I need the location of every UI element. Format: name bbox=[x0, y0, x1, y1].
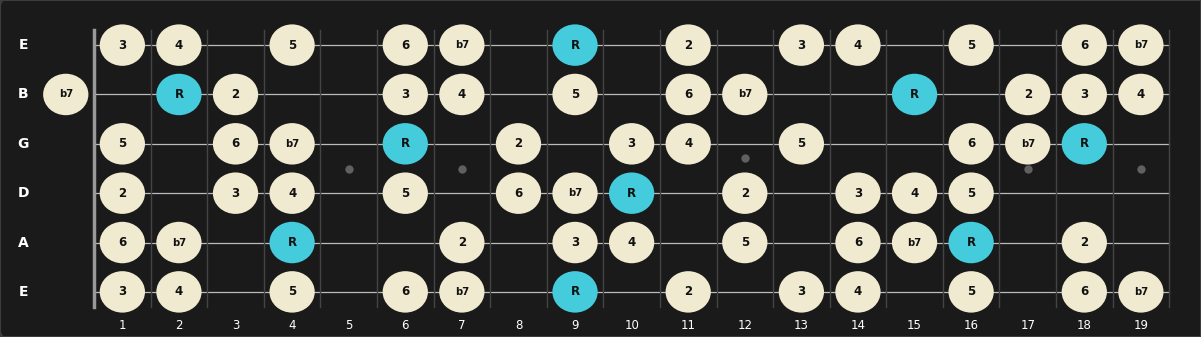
Text: 6: 6 bbox=[401, 319, 410, 332]
Text: 4: 4 bbox=[854, 39, 862, 52]
Ellipse shape bbox=[949, 222, 993, 263]
Text: 5: 5 bbox=[401, 187, 410, 200]
Ellipse shape bbox=[949, 123, 993, 164]
Text: 6: 6 bbox=[232, 137, 240, 150]
Text: 2: 2 bbox=[175, 319, 183, 332]
Text: b7: b7 bbox=[1134, 287, 1148, 297]
Text: b7: b7 bbox=[455, 40, 468, 50]
Text: b7: b7 bbox=[172, 238, 186, 248]
Ellipse shape bbox=[100, 173, 145, 214]
Text: B: B bbox=[18, 88, 29, 101]
Ellipse shape bbox=[665, 271, 711, 313]
Ellipse shape bbox=[383, 271, 428, 313]
Text: 6: 6 bbox=[401, 39, 410, 52]
Text: 2: 2 bbox=[685, 285, 692, 298]
Ellipse shape bbox=[609, 222, 655, 263]
Text: 5: 5 bbox=[570, 88, 579, 101]
Text: 5: 5 bbox=[967, 285, 975, 298]
Ellipse shape bbox=[665, 74, 711, 115]
Text: 2: 2 bbox=[458, 236, 466, 249]
Ellipse shape bbox=[665, 24, 711, 66]
Ellipse shape bbox=[836, 173, 880, 214]
Ellipse shape bbox=[440, 271, 484, 313]
Text: 2: 2 bbox=[685, 39, 692, 52]
Ellipse shape bbox=[213, 173, 258, 214]
Ellipse shape bbox=[156, 271, 202, 313]
Text: 6: 6 bbox=[685, 88, 692, 101]
Ellipse shape bbox=[722, 173, 767, 214]
Text: 5: 5 bbox=[797, 137, 806, 150]
Ellipse shape bbox=[1005, 123, 1051, 164]
Ellipse shape bbox=[269, 173, 315, 214]
Ellipse shape bbox=[778, 271, 824, 313]
Text: 2: 2 bbox=[514, 137, 522, 150]
Ellipse shape bbox=[552, 173, 598, 214]
Text: b7: b7 bbox=[908, 238, 921, 248]
Ellipse shape bbox=[100, 123, 145, 164]
Text: b7: b7 bbox=[455, 287, 468, 297]
Text: G: G bbox=[18, 137, 29, 151]
Text: R: R bbox=[570, 285, 580, 298]
Text: b7: b7 bbox=[285, 139, 299, 149]
Text: 3: 3 bbox=[118, 39, 126, 52]
Text: 14: 14 bbox=[850, 319, 866, 332]
Ellipse shape bbox=[609, 123, 655, 164]
Text: b7: b7 bbox=[568, 188, 582, 198]
Ellipse shape bbox=[43, 74, 89, 115]
Ellipse shape bbox=[552, 74, 598, 115]
Text: 3: 3 bbox=[570, 236, 579, 249]
Text: 3: 3 bbox=[797, 39, 806, 52]
Text: R: R bbox=[910, 88, 919, 101]
Text: b7: b7 bbox=[737, 89, 752, 99]
Text: 2: 2 bbox=[741, 187, 749, 200]
Text: 4: 4 bbox=[627, 236, 635, 249]
Text: R: R bbox=[627, 187, 637, 200]
Text: 4: 4 bbox=[175, 39, 183, 52]
Text: 2: 2 bbox=[118, 187, 126, 200]
Ellipse shape bbox=[156, 222, 202, 263]
Ellipse shape bbox=[836, 271, 880, 313]
Text: 7: 7 bbox=[458, 319, 466, 332]
Ellipse shape bbox=[949, 173, 993, 214]
Ellipse shape bbox=[269, 271, 315, 313]
Ellipse shape bbox=[269, 24, 315, 66]
Ellipse shape bbox=[1062, 222, 1107, 263]
Text: 19: 19 bbox=[1134, 319, 1148, 332]
Text: D: D bbox=[18, 186, 29, 200]
Text: E: E bbox=[18, 38, 28, 52]
Text: 2: 2 bbox=[1080, 236, 1088, 249]
Ellipse shape bbox=[552, 222, 598, 263]
Text: 10: 10 bbox=[625, 319, 639, 332]
Text: 3: 3 bbox=[1080, 88, 1088, 101]
Text: 12: 12 bbox=[737, 319, 752, 332]
Text: 13: 13 bbox=[794, 319, 808, 332]
Text: 2: 2 bbox=[232, 88, 239, 101]
Ellipse shape bbox=[100, 271, 145, 313]
Ellipse shape bbox=[1005, 74, 1051, 115]
Ellipse shape bbox=[1062, 24, 1107, 66]
Text: 3: 3 bbox=[232, 187, 239, 200]
Text: 5: 5 bbox=[967, 39, 975, 52]
Ellipse shape bbox=[1118, 74, 1164, 115]
Text: 4: 4 bbox=[854, 285, 862, 298]
Text: 4: 4 bbox=[458, 88, 466, 101]
Ellipse shape bbox=[1062, 123, 1107, 164]
Text: 17: 17 bbox=[1020, 319, 1035, 332]
Text: 4: 4 bbox=[1137, 88, 1145, 101]
Text: 4: 4 bbox=[175, 285, 183, 298]
Ellipse shape bbox=[440, 222, 484, 263]
Ellipse shape bbox=[949, 271, 993, 313]
Text: 5: 5 bbox=[118, 137, 126, 150]
Ellipse shape bbox=[496, 123, 542, 164]
Text: R: R bbox=[570, 39, 580, 52]
Ellipse shape bbox=[269, 123, 315, 164]
Text: A: A bbox=[18, 236, 29, 249]
Ellipse shape bbox=[1118, 24, 1164, 66]
Ellipse shape bbox=[383, 123, 428, 164]
Text: 4: 4 bbox=[910, 187, 919, 200]
Ellipse shape bbox=[722, 74, 767, 115]
Text: 16: 16 bbox=[963, 319, 979, 332]
Text: 6: 6 bbox=[401, 285, 410, 298]
Ellipse shape bbox=[100, 222, 145, 263]
